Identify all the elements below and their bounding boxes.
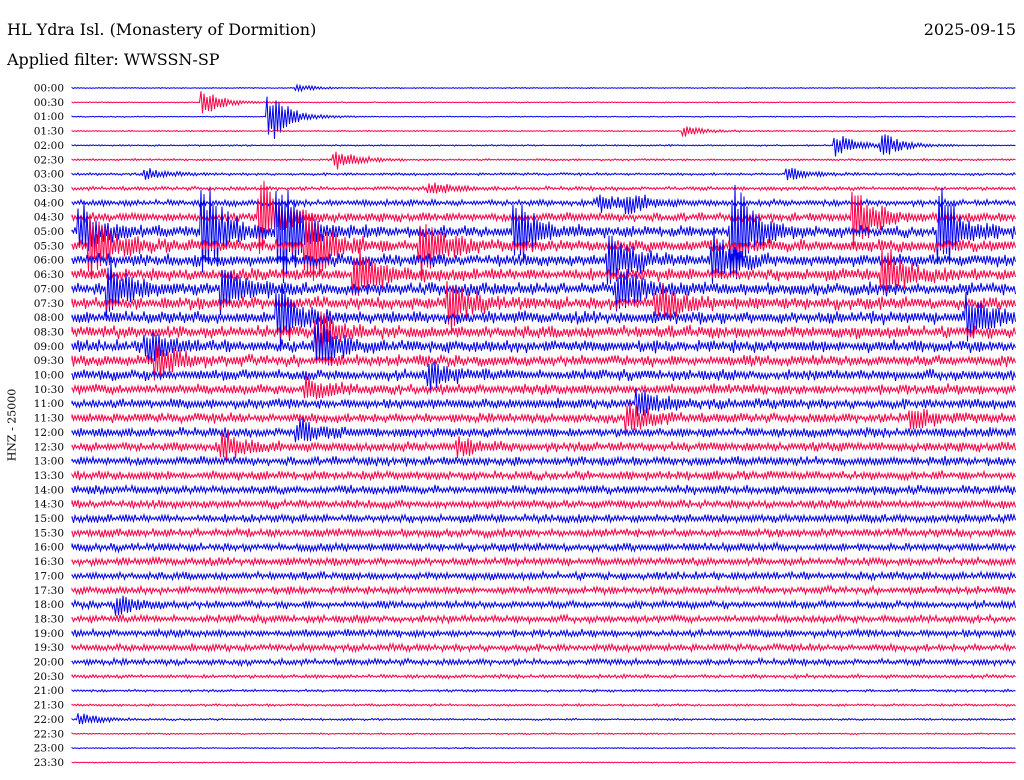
- trace-1130: [71, 402, 1016, 434]
- trace-0200: [71, 134, 1016, 157]
- trace-2000: [71, 656, 1016, 668]
- tick-label: 12:00: [34, 427, 64, 439]
- tick-label: 20:00: [34, 657, 64, 669]
- tick-label: 05:30: [34, 240, 64, 252]
- tick-label: 14:30: [34, 499, 64, 511]
- tick-label: 21:30: [34, 700, 64, 712]
- trace-0030: [71, 91, 1016, 114]
- date-label: 2025-09-15: [923, 20, 1016, 39]
- time-tick-labels: 00:00 00:30 01:00 01:30 02:00 02:30 03:00 03:30…: [34, 83, 64, 769]
- trace-1330: [71, 469, 1016, 482]
- tick-label: 00:00: [34, 83, 64, 95]
- trace-0330: [71, 182, 1016, 194]
- trace-0300: [71, 167, 1016, 181]
- tick-label: 19:30: [34, 642, 64, 654]
- trace-2230: [71, 732, 1016, 736]
- tick-label: 10:30: [34, 384, 64, 396]
- trace-1300: [71, 454, 1016, 468]
- tick-label: 00:30: [34, 97, 64, 109]
- tick-label: 13:30: [34, 470, 64, 482]
- trace-0130: [71, 126, 1016, 138]
- tick-label: 14:00: [34, 484, 64, 496]
- tick-label: 18:30: [34, 613, 64, 625]
- trace-group: [71, 83, 1016, 764]
- trace-1430: [71, 497, 1016, 511]
- tick-label: 15:30: [34, 527, 64, 539]
- trace-0600: [71, 230, 1016, 285]
- tick-label: 07:00: [34, 283, 64, 295]
- tick-label: 22:30: [34, 728, 64, 740]
- tick-label: 04:30: [34, 212, 64, 224]
- trace-1030: [71, 375, 1016, 400]
- trace-2330: [71, 761, 1016, 764]
- trace-1900: [71, 627, 1016, 640]
- trace-1500: [71, 512, 1016, 525]
- tick-label: 01:00: [34, 111, 64, 123]
- tick-label: 02:30: [34, 154, 64, 166]
- trace-0100: [71, 96, 1016, 139]
- trace-0700: [71, 260, 1016, 317]
- trace-0000: [71, 83, 1016, 93]
- tick-label: 09:00: [34, 341, 64, 353]
- tick-label: 23:00: [34, 743, 64, 755]
- filter-label: Applied filter: WWSSN-SP: [7, 50, 220, 69]
- tick-label: 07:30: [34, 298, 64, 310]
- trace-2100: [71, 688, 1016, 694]
- trace-1400: [71, 483, 1016, 497]
- tick-label: 11:00: [34, 398, 64, 410]
- trace-1630: [71, 555, 1016, 568]
- trace-2030: [71, 672, 1016, 680]
- trace-1730: [71, 584, 1016, 597]
- tick-label: 18:00: [34, 599, 64, 611]
- trace-1000: [71, 361, 1016, 391]
- tick-label: 21:00: [34, 685, 64, 697]
- tick-label: 06:30: [34, 269, 64, 281]
- tick-label: 05:00: [34, 226, 64, 238]
- trace-1800: [71, 595, 1016, 616]
- trace-1100: [71, 388, 1016, 417]
- trace-0830: [71, 311, 1016, 354]
- tick-label: 22:00: [34, 714, 64, 726]
- tick-label: 03:30: [34, 183, 64, 195]
- trace-2300: [71, 746, 1016, 750]
- tick-label: 08:30: [34, 326, 64, 338]
- tick-label: 11:30: [34, 413, 64, 425]
- trace-0900: [71, 316, 1016, 366]
- trace-1230: [71, 429, 1016, 462]
- tick-label: 19:00: [34, 628, 64, 640]
- tick-label: 16:30: [34, 556, 64, 568]
- tick-label: 15:00: [34, 513, 64, 525]
- tick-label: 04:00: [34, 197, 64, 209]
- trace-0500: [71, 184, 1016, 284]
- tick-label: 01:30: [34, 126, 64, 138]
- tick-label: 13:00: [34, 456, 64, 468]
- trace-2130: [71, 702, 1016, 708]
- trace-0930: [71, 344, 1016, 381]
- trace-1600: [71, 540, 1016, 554]
- trace-0730: [71, 281, 1016, 332]
- trace-1830: [71, 612, 1016, 626]
- trace-0530: [71, 210, 1016, 281]
- tick-label: 23:30: [34, 757, 64, 769]
- trace-0630: [71, 247, 1016, 296]
- trace-1700: [71, 569, 1016, 582]
- tick-label: 12:30: [34, 441, 64, 453]
- trace-0230: [71, 151, 1016, 170]
- tick-label: 02:00: [34, 140, 64, 152]
- trace-0800: [71, 283, 1016, 347]
- tick-label: 06:00: [34, 255, 64, 267]
- tick-label: 10:00: [34, 370, 64, 382]
- tick-label: 03:00: [34, 169, 64, 181]
- trace-1930: [71, 641, 1016, 654]
- trace-1530: [71, 526, 1016, 540]
- tick-label: 16:00: [34, 542, 64, 554]
- tick-label: 09:30: [34, 355, 64, 367]
- tick-label: 17:30: [34, 585, 64, 597]
- tick-label: 08:00: [34, 312, 64, 324]
- tick-label: 17:00: [34, 570, 64, 582]
- trace-2200: [71, 713, 1016, 725]
- station-title: HL Ydra Isl. (Monastery of Dormition): [7, 20, 317, 39]
- tick-label: 20:30: [34, 671, 64, 683]
